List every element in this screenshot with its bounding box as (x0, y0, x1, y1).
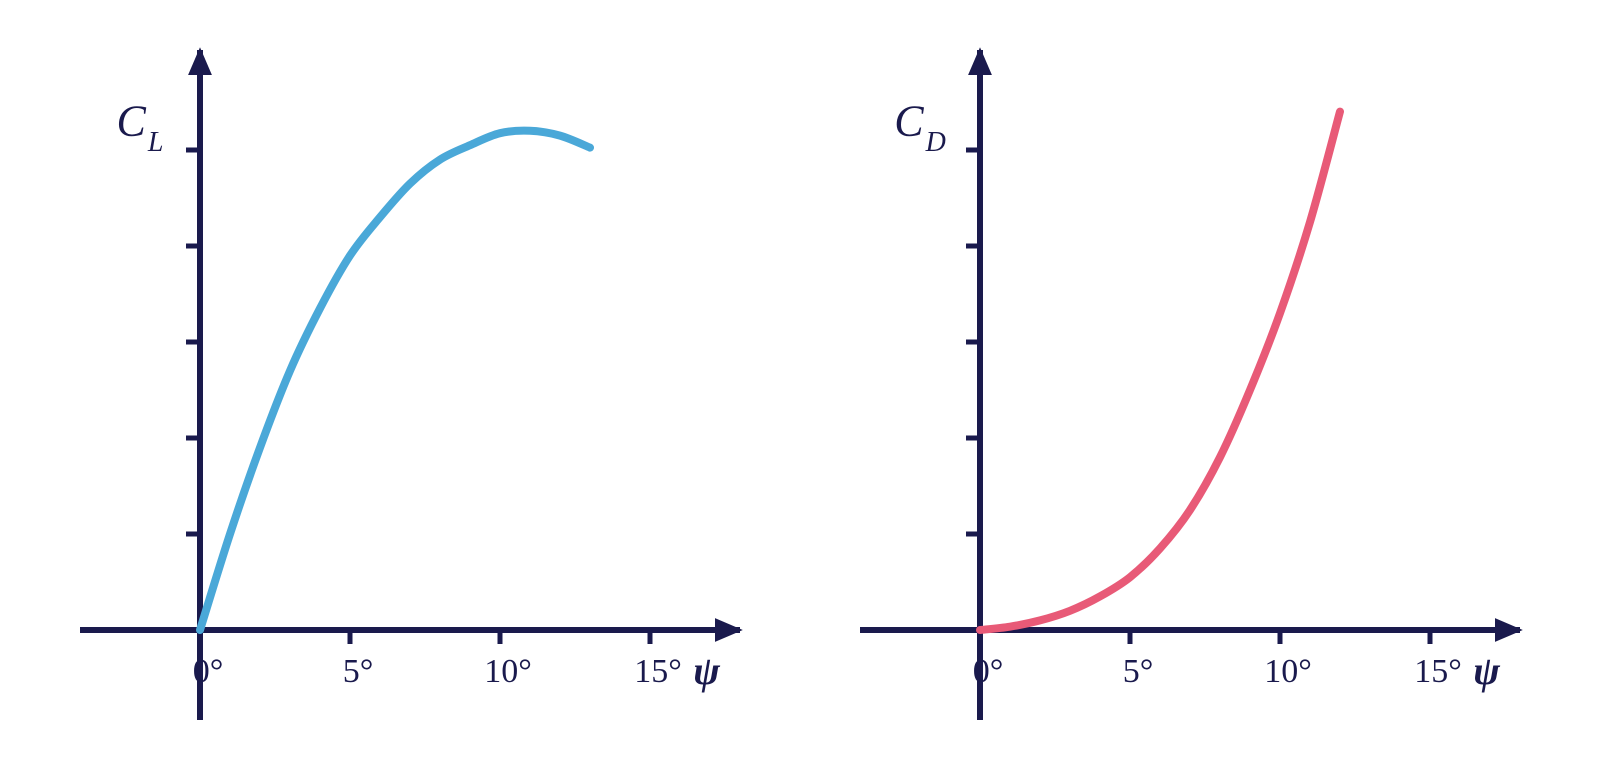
x-tick-label: 15° (1414, 653, 1462, 690)
chart-drag: 0° 5° 10° 15° CD ψ (800, 0, 1560, 780)
x-tick-label: 0° (193, 653, 224, 690)
x-tick-label: 5° (1123, 653, 1154, 690)
x-tick-label: 5° (343, 653, 374, 690)
x-tick-label: 10° (484, 653, 532, 690)
x-tick-label: 10° (1264, 653, 1312, 690)
x-tick-label: 0° (973, 653, 1004, 690)
y-axis-label: CD (894, 97, 946, 158)
data-curve (200, 131, 590, 630)
x-tick-label: 15° (634, 653, 682, 690)
y-axis-label: CL (117, 97, 164, 158)
data-curve (980, 112, 1340, 630)
chart-container: 0° 5° 10° 15° CL ψ 0° 5° 10° 15° CD ψ (0, 0, 1600, 780)
x-axis-label: ψ (693, 648, 720, 693)
chart-lift: 0° 5° 10° 15° CL ψ (20, 0, 780, 780)
x-axis-label: ψ (1473, 648, 1500, 693)
